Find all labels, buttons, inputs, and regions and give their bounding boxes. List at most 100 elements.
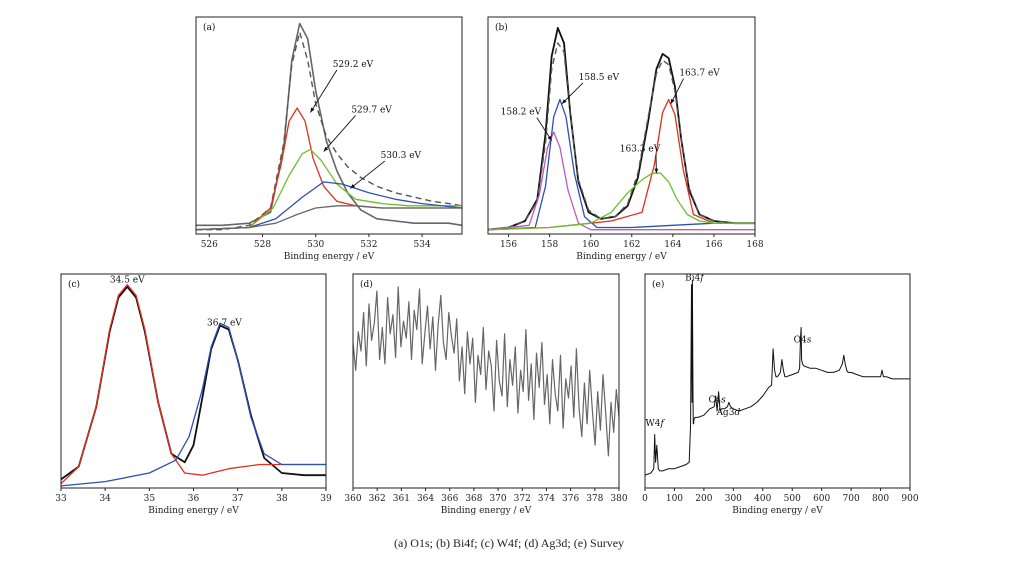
x-tick-label: 36 <box>188 494 200 504</box>
series-line-3 <box>196 107 462 231</box>
annotation-label: Ag3d <box>715 408 740 418</box>
series-line-4 <box>196 148 462 231</box>
figure-caption: (a) O1s; (b) Bi4f; (c) W4f; (d) Ag3d; (e… <box>393 536 625 550</box>
annotation-arrowhead <box>323 146 329 152</box>
annotation-label: 158.2 eV <box>501 108 542 118</box>
x-tick-label: 0 <box>642 494 648 504</box>
annotation-arrowhead <box>561 99 567 104</box>
x-tick-label: 374 <box>538 494 555 504</box>
annotation-arrow <box>309 69 338 113</box>
x-tick-label: 800 <box>872 494 889 504</box>
annotation-arrowhead <box>350 184 356 189</box>
x-axis-title: Binding energy / eV <box>148 506 239 516</box>
x-tick-label: 156 <box>500 240 517 250</box>
x-tick-label: 166 <box>705 240 722 250</box>
annotation-arrow <box>350 160 386 189</box>
plot-frame <box>352 273 620 489</box>
annotation-label: 163.3 eV <box>620 145 661 155</box>
x-axis-title: Binding energy / eV <box>284 252 375 262</box>
series-line-2 <box>488 42 755 231</box>
annotation-arrow <box>670 78 684 105</box>
x-tick-label: 378 <box>586 494 603 504</box>
plot-frame <box>487 16 756 235</box>
x-tick-label: 37 <box>232 494 244 504</box>
x-tick-label: 700 <box>843 494 860 504</box>
x-tick-label: 362 <box>369 494 386 504</box>
x-tick-label: 162 <box>623 240 640 250</box>
annotation-label: 34.5 eV <box>110 276 145 286</box>
x-tick-label: 900 <box>901 494 918 504</box>
annotation-label: Bi4f <box>685 273 705 283</box>
x-tick-label: 160 <box>582 240 599 250</box>
series-line-2 <box>196 31 462 231</box>
x-axis-title: Binding energy / eV <box>732 506 823 516</box>
series-line-1 <box>353 286 619 457</box>
series-line-1 <box>196 22 462 227</box>
panel-label: (c) <box>68 279 80 290</box>
x-tick-label: 35 <box>144 494 156 504</box>
x-tick-label: 360 <box>344 494 361 504</box>
x-tick-label: 366 <box>441 494 458 504</box>
x-tick-label: 600 <box>813 494 830 504</box>
panel-label: (d) <box>360 279 373 290</box>
x-tick-label: 300 <box>725 494 742 504</box>
x-tick-label: 534 <box>414 240 431 250</box>
x-tick-label: 370 <box>489 494 506 504</box>
x-tick-label: 532 <box>360 240 377 250</box>
annotation-label: 530.3 eV <box>381 151 422 161</box>
x-axis-title: Binding energy / eV <box>576 252 667 262</box>
annotation-arrowhead <box>670 98 675 104</box>
x-tick-label: 33 <box>55 494 67 504</box>
series-line-4 <box>488 98 755 231</box>
series-line-3 <box>488 131 755 231</box>
annotation-arrowhead <box>310 107 315 113</box>
x-tick-label: 380 <box>610 494 627 504</box>
panel-e: 0 100 200 300 400 500 600 700 800 900 Binding ener… <box>642 273 919 516</box>
annotation-arrow <box>561 82 584 105</box>
panel-c: 33 34 35 36 37 38 39 Binding energy / eV (c) 34.5… <box>55 273 332 516</box>
annotation-label: 529.7 eV <box>351 105 392 115</box>
annotation-arrowhead <box>547 135 552 141</box>
x-tick-label: 372 <box>514 494 531 504</box>
x-tick-label: 376 <box>562 494 579 504</box>
series-line-6 <box>196 205 462 231</box>
annotation-label: 158.5 eV <box>579 73 620 83</box>
annotation-label: 529.2 eV <box>333 60 374 70</box>
annotation-label: 163.7 eV <box>679 69 720 79</box>
annotation-arrowhead <box>654 168 659 174</box>
panel-d: 360 362 361 364 366 368 370 372 374 376 378 380 Bind… <box>344 273 628 516</box>
panel-label: (a) <box>203 22 215 33</box>
x-tick-label: 400 <box>754 494 771 504</box>
series-line-2 <box>61 284 326 485</box>
series-line-3 <box>61 322 326 487</box>
plot-frame <box>644 273 911 489</box>
x-tick-label: 368 <box>465 494 482 504</box>
series-line-1 <box>645 279 910 476</box>
annotation-label: C4s <box>709 395 727 405</box>
panel-b: 156 158 160 162 164 166 168 Binding energy / eV… <box>487 16 764 262</box>
x-tick-label: 168 <box>746 240 763 250</box>
x-tick-label: 364 <box>417 494 434 504</box>
x-tick-label: 530 <box>307 240 324 250</box>
annotation-label: W4f <box>646 419 666 429</box>
x-tick-label: 39 <box>320 494 332 504</box>
series-line-5 <box>196 181 462 231</box>
annotation-label: 36.7 eV <box>207 318 242 328</box>
x-tick-label: 164 <box>664 240 681 250</box>
x-tick-label: 34 <box>99 494 111 504</box>
x-tick-label: 500 <box>784 494 801 504</box>
x-tick-label: 528 <box>254 240 271 250</box>
panel-a: 526 528 530 532 534 Binding energy / eV (a) 529… <box>195 16 463 262</box>
x-tick-label: 200 <box>695 494 712 504</box>
x-axis-title: Binding energy / eV <box>441 506 532 516</box>
x-tick-label: 361 <box>393 494 410 504</box>
plot-frame <box>195 16 463 235</box>
x-tick-label: 158 <box>541 240 558 250</box>
annotation-arrow <box>323 115 356 152</box>
x-tick-label: 100 <box>666 494 683 504</box>
annotation-label: O4s <box>794 335 812 345</box>
x-tick-label: 526 <box>201 240 218 250</box>
panel-label: (e) <box>652 279 664 290</box>
x-tick-label: 38 <box>276 494 288 504</box>
